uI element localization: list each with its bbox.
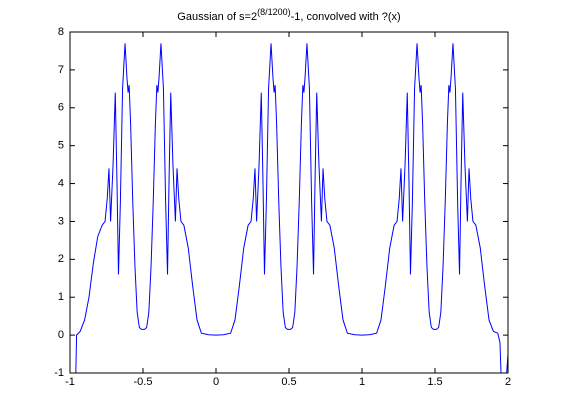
- x-tick-label: 0.5: [281, 376, 296, 388]
- y-tick-label: -1: [54, 367, 64, 379]
- data-line: [75, 43, 508, 373]
- axes: -1 -0.5 0 0.5 1 1.5 2 -1 0 1 2 3 4 5 6 7 8: [54, 26, 511, 388]
- x-tick-label: 1.5: [427, 376, 442, 388]
- y-tick-label: 7: [58, 64, 64, 76]
- y-tick-label: 8: [58, 26, 64, 38]
- y-tick-label: 1: [58, 291, 64, 303]
- title-superscript: (8/1200): [257, 7, 291, 17]
- y-tick-label: 4: [58, 177, 64, 189]
- chart-title: Gaussian of s=2(8/1200)-1, convolved wit…: [177, 7, 400, 23]
- title-base: Gaussian of s=2: [177, 11, 257, 23]
- y-tick-label: 6: [58, 102, 64, 114]
- x-tick-label: -1: [65, 376, 75, 388]
- y-tick-label: 2: [58, 253, 64, 265]
- x-tick-label: 1: [359, 376, 365, 388]
- x-tick-label: 0: [213, 376, 219, 388]
- plot-area: [75, 43, 508, 373]
- y-tick-label: 0: [58, 329, 64, 341]
- x-tick-label: 2: [505, 376, 511, 388]
- y-tick-label: 3: [58, 215, 64, 227]
- title-rest: -1, convolved with ?(x): [291, 11, 401, 23]
- x-tick-label: -0.5: [134, 376, 153, 388]
- y-tick-label: 5: [58, 140, 64, 152]
